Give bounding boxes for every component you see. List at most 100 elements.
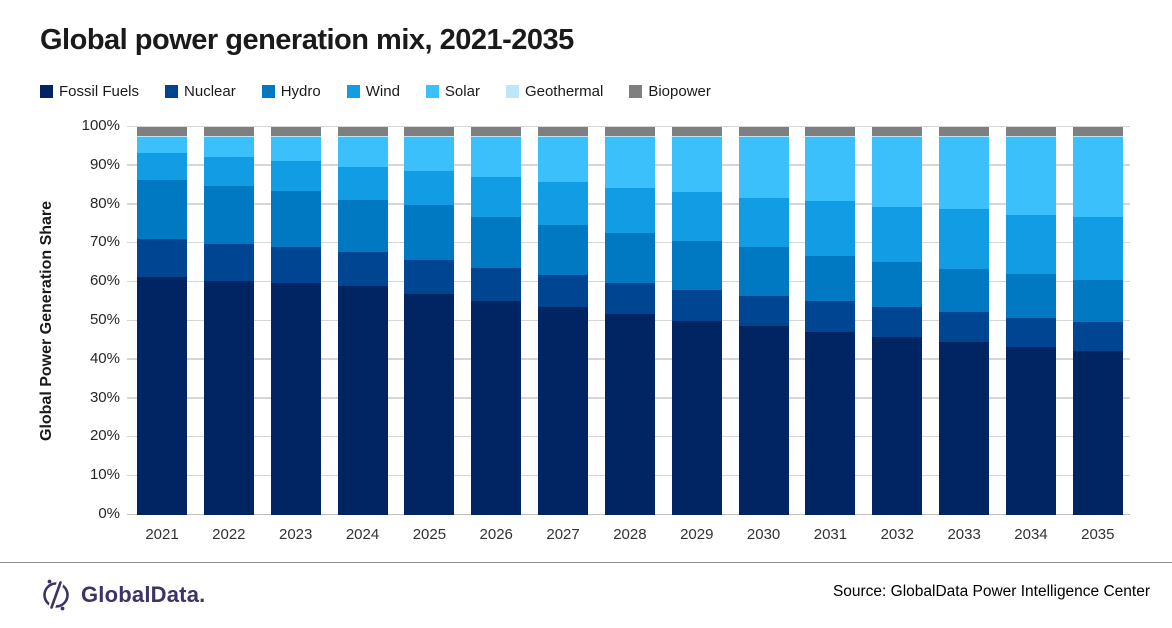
bar-2033: [939, 127, 990, 515]
segment-biopower-2021: [137, 127, 187, 136]
segment-geothermal-2023: [270, 135, 321, 138]
y-tick-label: 80%: [89, 194, 120, 212]
segment-solar-2030: [738, 137, 789, 199]
y-tick-label: 20%: [89, 427, 120, 445]
segment-fossil-fuels-2032: [872, 336, 923, 515]
legend-label: Wind: [365, 83, 400, 100]
segment-fossil-fuels-2021: [137, 276, 187, 515]
segment-solar-2028: [604, 137, 655, 189]
legend-label: Fossil Fuels: [59, 83, 140, 100]
segment-wind-2027: [538, 182, 589, 225]
segment-geothermal-2029: [671, 135, 722, 138]
segment-wind-2025: [404, 171, 455, 206]
bar-2028: [604, 127, 655, 515]
segment-biopower-2034: [1005, 127, 1056, 136]
x-axis-label-2033: 2033: [947, 526, 981, 543]
segment-fossil-fuels-2031: [805, 331, 856, 515]
legend-item-solar: Solar: [425, 83, 480, 100]
segment-hydro-2031: [805, 255, 856, 302]
segment-geothermal-2027: [538, 135, 589, 138]
segment-nuclear-2024: [337, 251, 388, 286]
segment-hydro-2033: [939, 269, 990, 313]
segment-wind-2031: [805, 200, 856, 256]
segment-nuclear-2031: [805, 301, 856, 332]
segment-biopower-2031: [805, 127, 856, 136]
legend-swatch-icon: [40, 85, 53, 98]
segment-nuclear-2028: [604, 283, 655, 315]
bar-2024: [337, 127, 388, 515]
segment-biopower-2025: [404, 127, 455, 136]
segment-geothermal-2032: [872, 135, 923, 138]
segment-wind-2023: [270, 161, 321, 192]
segment-fossil-fuels-2022: [203, 280, 254, 515]
x-axis-label-2035: 2035: [1081, 526, 1115, 543]
y-tick-label: 30%: [89, 388, 120, 406]
segment-nuclear-2032: [872, 307, 923, 337]
segment-fossil-fuels-2028: [604, 314, 655, 515]
segment-solar-2024: [337, 137, 388, 167]
legend-swatch-icon: [505, 85, 519, 98]
segment-wind-2024: [337, 167, 388, 200]
x-axis-label-2024: 2024: [345, 526, 380, 543]
segment-fossil-fuels-2027: [538, 307, 589, 515]
segment-nuclear-2026: [471, 267, 522, 301]
segment-solar-2025: [404, 137, 455, 172]
segment-solar-2032: [872, 137, 923, 207]
y-tick-label: 0%: [98, 505, 120, 522]
segment-wind-2030: [738, 198, 789, 247]
segment-biopower-2024: [337, 127, 388, 136]
legend-item-hydro: Hydro: [261, 83, 321, 100]
segment-wind-2033: [939, 208, 990, 270]
segment-biopower-2028: [604, 127, 655, 136]
legend-swatch-icon: [261, 85, 275, 98]
legend-label: Biopower: [648, 83, 711, 100]
segment-fossil-fuels-2029: [671, 321, 722, 515]
segment-hydro-2034: [1005, 273, 1056, 319]
y-tick-label: 40%: [89, 349, 120, 367]
segment-solar-2034: [1005, 137, 1056, 215]
legend-label: Hydro: [280, 83, 321, 100]
y-tick-label: 60%: [89, 272, 120, 290]
y-tick-label: 50%: [89, 311, 120, 328]
segment-wind-2028: [604, 188, 655, 234]
y-tick-label: 70%: [89, 233, 120, 251]
segment-fossil-fuels-2023: [270, 282, 321, 515]
segment-wind-2022: [203, 156, 254, 186]
y-tick-label: 10%: [89, 466, 120, 484]
segment-solar-2022: [203, 137, 254, 157]
segment-nuclear-2035: [1072, 321, 1123, 352]
x-axis-label-2032: 2032: [880, 526, 914, 543]
legend-swatch-icon: [346, 85, 360, 98]
bar-2021: [137, 127, 187, 515]
segment-biopower-2027: [538, 127, 589, 136]
segment-hydro-2023: [270, 191, 321, 247]
bar-2029: [671, 127, 722, 515]
bar-chart: [127, 127, 1130, 515]
segment-solar-2021: [137, 137, 187, 153]
segment-biopower-2023: [270, 127, 321, 136]
x-axis-labels: 2021 2022 2023 2024 2025 2026 2027 2028 2029 2030…: [127, 526, 1130, 543]
segment-geothermal-2034: [1005, 135, 1056, 138]
x-axis-label-2029: 2029: [680, 526, 714, 543]
segment-geothermal-2033: [939, 135, 990, 138]
bar-2025: [404, 127, 455, 515]
x-axis-label-2034: 2034: [1014, 526, 1048, 543]
x-axis-label-2027: 2027: [546, 526, 580, 543]
segment-nuclear-2029: [671, 289, 722, 321]
globaldata-logo-text: GlobalData.: [81, 582, 206, 607]
bar-2034: [1005, 127, 1056, 515]
segment-hydro-2021: [137, 179, 187, 239]
segment-wind-2029: [671, 192, 722, 242]
chart-title: Global power generation mix, 2021-2035: [40, 24, 574, 56]
segment-hydro-2028: [604, 233, 655, 283]
footer-divider: [0, 562, 1172, 563]
segment-hydro-2030: [738, 246, 789, 297]
segment-wind-2026: [471, 177, 522, 218]
segment-wind-2035: [1072, 216, 1123, 281]
x-axis-label-2030: 2030: [746, 526, 781, 543]
source-text: Source: GlobalData Power Intelligence Ce…: [832, 583, 1150, 600]
legend-swatch-icon: [629, 85, 643, 98]
legend-swatch-icon: [425, 85, 439, 98]
segment-solar-2029: [671, 137, 722, 193]
segment-fossil-fuels-2033: [939, 341, 990, 515]
